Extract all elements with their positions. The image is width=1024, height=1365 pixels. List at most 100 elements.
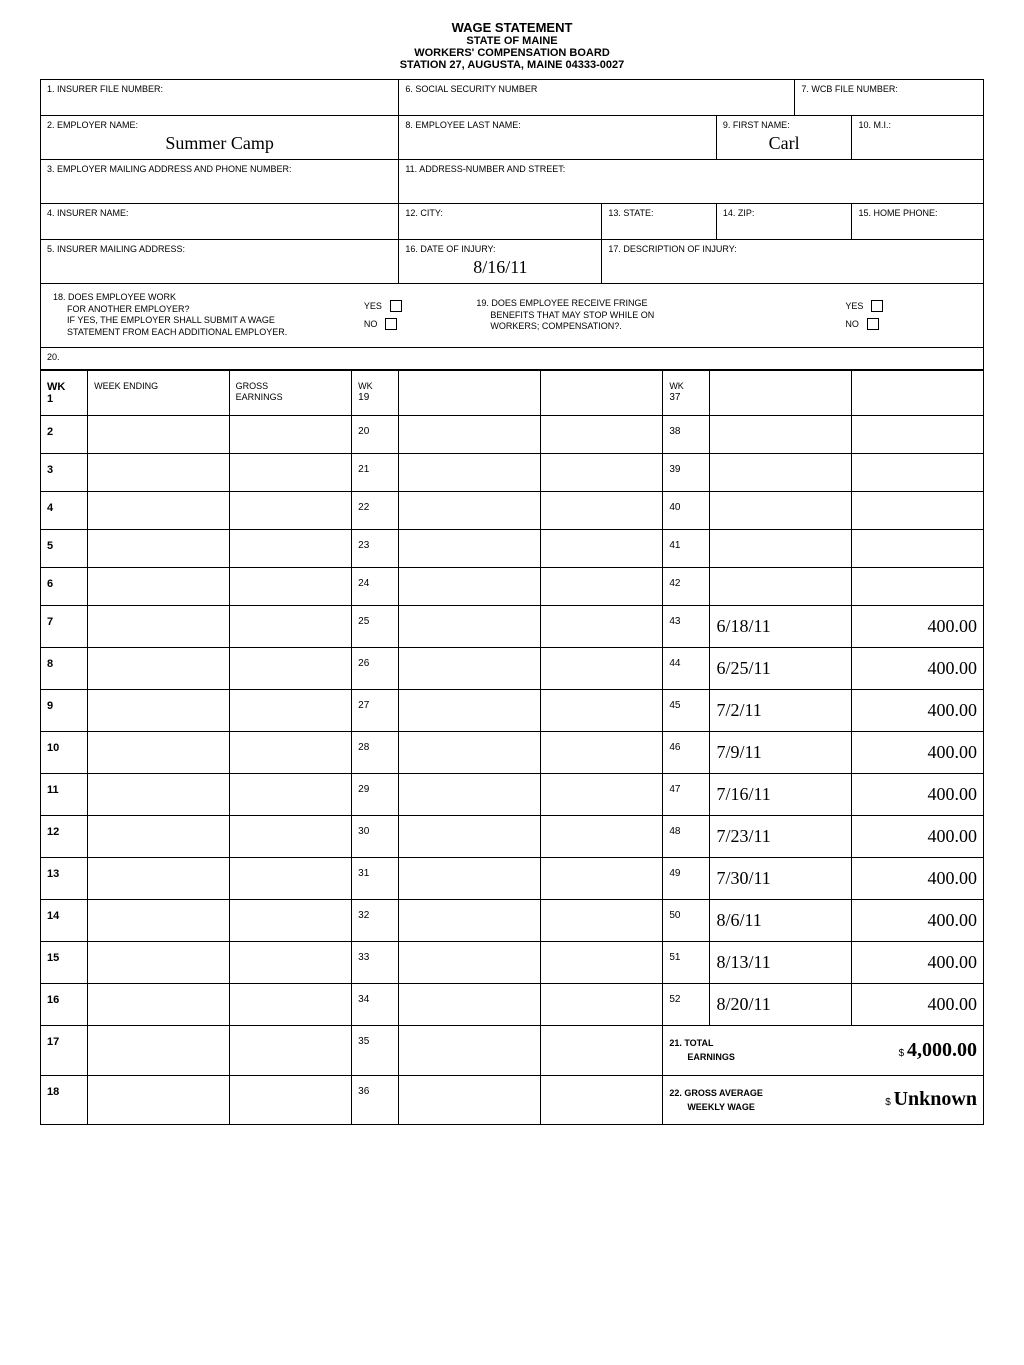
wk-20: 20 [358, 426, 369, 437]
wk-50-amount: 400.00 [858, 910, 977, 931]
q19-yes-label: YES [845, 301, 863, 311]
wk-35: 35 [358, 1036, 369, 1047]
wk-col3-header: WK [669, 381, 684, 391]
first-name-value: Carl [723, 133, 846, 154]
question-18-19-row: 18. DOES EMPLOYEE WORK FOR ANOTHER EMPLO… [41, 284, 983, 347]
wk-45-amount: 400.00 [858, 700, 977, 721]
q18-line3: IF YES, THE EMPLOYER SHALL SUBMIT A WAGE [53, 315, 275, 325]
wk-1: 1 [47, 393, 53, 405]
field-description-injury: 17. DESCRIPTION OF INJURY: [608, 244, 736, 254]
wk-47: 47 [669, 784, 680, 795]
wk-44: 44 [669, 658, 680, 669]
total-earnings-label2: EARNINGS [669, 1052, 735, 1062]
field-employee-last: 8. EMPLOYEE LAST NAME: [405, 120, 520, 130]
field-insurer-file-number: 1. INSURER FILE NUMBER: [47, 84, 163, 94]
wk-5: 5 [47, 540, 53, 552]
field-wcb-file: 7. WCB FILE NUMBER: [801, 84, 898, 94]
wk-23: 23 [358, 540, 369, 551]
wk-7: 7 [47, 616, 53, 628]
field-mi: 10. M.I.: [858, 120, 891, 130]
total-earnings-value: 4,000.00 [907, 1039, 977, 1061]
q18-no-checkbox[interactable] [385, 318, 397, 330]
q18-yes-checkbox[interactable] [390, 300, 402, 312]
wk-32: 32 [358, 910, 369, 921]
field-employee-address: 11. ADDRESS-NUMBER AND STREET: [405, 164, 565, 174]
title: WAGE STATEMENT [40, 20, 984, 35]
wk-49-amount: 400.00 [858, 868, 977, 889]
field-insurer-mailing: 5. INSURER MAILING ADDRESS: [47, 244, 185, 254]
wk-45: 45 [669, 700, 680, 711]
gross-avg-label2: WEEKLY WAGE [669, 1102, 755, 1112]
wk-31: 31 [358, 868, 369, 879]
q18-no-label: NO [364, 319, 378, 329]
wk-14: 14 [47, 910, 59, 922]
wk-22: 22 [358, 502, 369, 513]
q19-line2: BENEFITS THAT MAY STOP WHILE ON [476, 310, 654, 320]
field-ssn: 6. SOCIAL SECURITY NUMBER [405, 84, 537, 94]
wk-48: 48 [669, 826, 680, 837]
wk-30: 30 [358, 826, 369, 837]
gross-avg-value: Unknown [894, 1088, 977, 1110]
dollar2: $ [885, 1097, 891, 1108]
wk-49: 49 [669, 868, 680, 879]
wk-42: 42 [669, 578, 680, 589]
wk-43-amount: 400.00 [858, 616, 977, 637]
wk-52-amount: 400.00 [858, 994, 977, 1015]
q19-line1: 19. DOES EMPLOYEE RECEIVE FRINGE [476, 298, 647, 308]
field-first-name-label: 9. FIRST NAME: [723, 120, 790, 130]
field-state: 13. STATE: [608, 208, 653, 218]
wk-46-amount: 400.00 [858, 742, 977, 763]
wk-9: 9 [47, 700, 53, 712]
total-earnings-label1: 21. TOTAL [669, 1038, 713, 1048]
wk-11: 11 [47, 784, 59, 796]
form-table: 1. INSURER FILE NUMBER: 6. SOCIAL SECURI… [40, 79, 984, 370]
wk-4: 4 [47, 502, 53, 514]
wk-34: 34 [358, 994, 369, 1005]
wk-40: 40 [669, 502, 680, 513]
wk-52-date: 8/20/11 [716, 994, 770, 1014]
wk-46-date: 7/9/11 [716, 742, 761, 762]
gross-earnings-header: GROSSEARNINGS [236, 381, 283, 402]
wk-48-date: 7/23/11 [716, 826, 770, 846]
wk-16: 16 [47, 994, 59, 1006]
wk-51-date: 8/13/11 [716, 952, 770, 972]
wk-10: 10 [47, 742, 59, 754]
field-city: 12. CITY: [405, 208, 443, 218]
dollar: $ [899, 1048, 905, 1059]
field-zip: 14. ZIP: [723, 208, 755, 218]
wk-25: 25 [358, 616, 369, 627]
q18-line4: STATEMENT FROM EACH ADDITIONAL EMPLOYER. [53, 327, 287, 337]
field-insurer-name: 4. INSURER NAME: [47, 208, 129, 218]
wk-47-amount: 400.00 [858, 784, 977, 805]
wk-37: 37 [669, 392, 680, 403]
wk-col2-header: WK [358, 381, 373, 391]
wk-45-date: 7/2/11 [716, 700, 761, 720]
subtitle-board: WORKERS' COMPENSATION BOARD [40, 47, 984, 59]
wk-51: 51 [669, 952, 680, 963]
wk-26: 26 [358, 658, 369, 669]
subtitle-state: STATE OF MAINE [40, 35, 984, 47]
wk-21: 21 [358, 464, 369, 475]
q19-no-label: NO [845, 319, 859, 329]
wk-52: 52 [669, 994, 680, 1005]
wk-43: 43 [669, 616, 680, 627]
wk-15: 15 [47, 952, 59, 964]
wk-29: 29 [358, 784, 369, 795]
field-date-injury-label: 16. DATE OF INJURY: [405, 244, 495, 254]
week-ending-header: WEEK ENDING [94, 381, 158, 391]
wk-50: 50 [669, 910, 680, 921]
q19-no-checkbox[interactable] [867, 318, 879, 330]
wk-12: 12 [47, 826, 59, 838]
wk-50-date: 8/6/11 [716, 910, 761, 930]
wk-38: 38 [669, 426, 680, 437]
q19-yes-checkbox[interactable] [871, 300, 883, 312]
wk-13: 13 [47, 868, 59, 880]
q18-yes-label: YES [364, 301, 382, 311]
wk-6: 6 [47, 578, 53, 590]
date-injury-value: 8/16/11 [405, 257, 595, 278]
field-home-phone: 15. HOME PHONE: [858, 208, 937, 218]
q18-line1: 18. DOES EMPLOYEE WORK [53, 292, 176, 302]
wk-17: 17 [47, 1036, 59, 1048]
employer-name-value: Summer Camp [47, 133, 392, 154]
q18-checkboxes: YES NO [364, 300, 457, 330]
